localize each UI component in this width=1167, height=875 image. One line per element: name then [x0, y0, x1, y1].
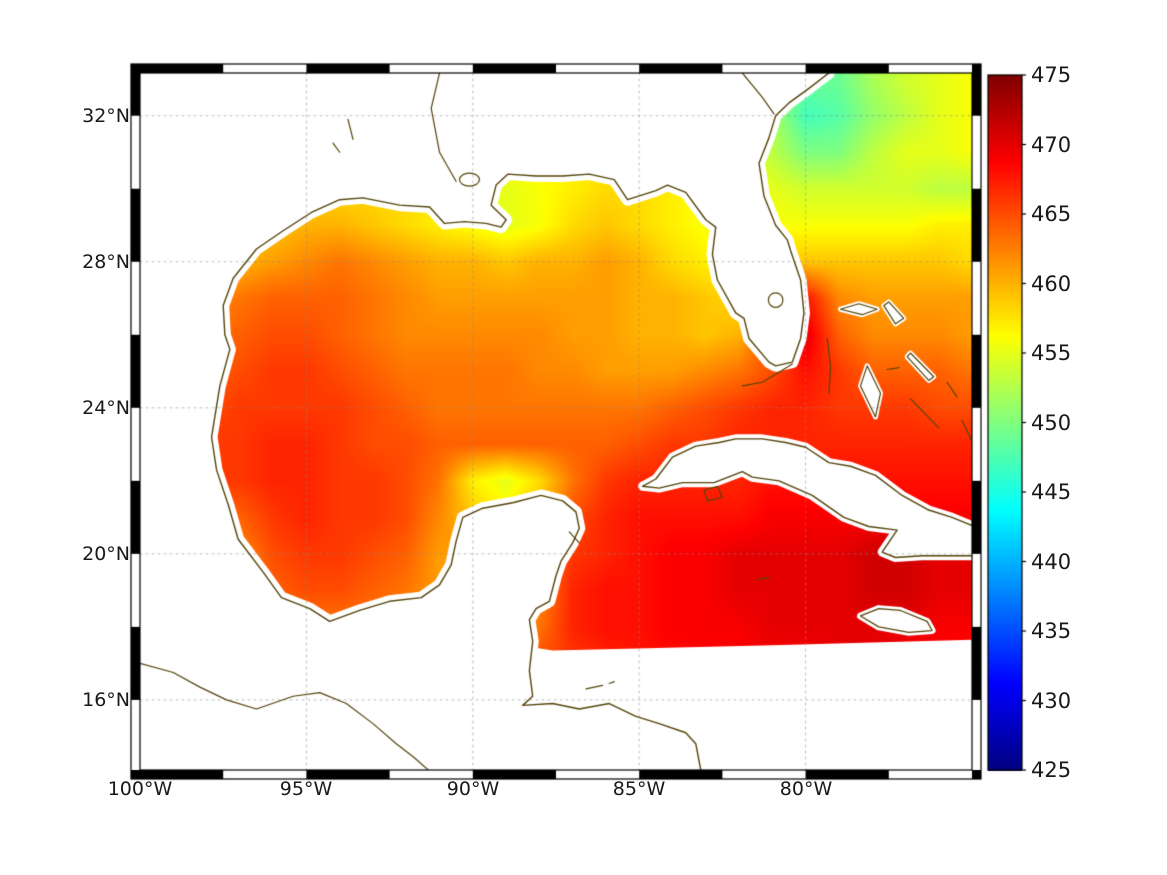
- x-tick-95w: 95°W: [279, 778, 333, 800]
- y-tick-32n: 32°N: [82, 105, 130, 127]
- colorbar-tick-445: 445: [1031, 480, 1072, 504]
- x-tick-100w: 100°W: [107, 778, 173, 800]
- colorbar-tick-475: 475: [1031, 63, 1072, 87]
- colorbar-tick-450: 450: [1031, 411, 1072, 435]
- colorbar-tick-465: 465: [1031, 202, 1072, 226]
- colorbar-tick-455: 455: [1031, 341, 1072, 365]
- x-tick-85w: 85°W: [612, 778, 666, 800]
- y-tick-24n: 24°N: [82, 397, 130, 419]
- x-tick-90w: 90°W: [446, 778, 500, 800]
- colorbar-tick-425: 425: [1031, 758, 1072, 782]
- colorbar-tick-470: 470: [1031, 133, 1072, 157]
- x-tick-80w: 80°W: [779, 778, 833, 800]
- y-tick-28n: 28°N: [82, 251, 130, 273]
- colorbar-tick-435: 435: [1031, 619, 1072, 643]
- colorbar-tick-430: 430: [1031, 689, 1072, 713]
- colorbar-tick-460: 460: [1031, 272, 1072, 296]
- y-tick-20n: 20°N: [82, 543, 130, 565]
- y-tick-16n: 16°N: [82, 689, 130, 711]
- colorbar-tick-440: 440: [1031, 550, 1072, 574]
